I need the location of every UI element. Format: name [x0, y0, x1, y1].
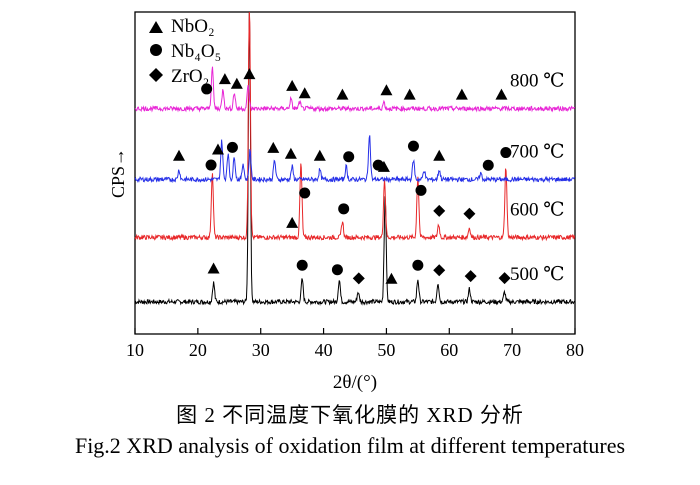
- legend-label-nb4o5: Nb₄O₅: [171, 41, 221, 62]
- zro2-peak-marker: [433, 204, 446, 217]
- nbo2-peak-marker: [336, 88, 349, 100]
- nbo2-peak-marker: [284, 147, 297, 159]
- nbo2-peak-marker: [207, 262, 220, 274]
- zro2-peak-marker: [463, 207, 476, 220]
- nbo2-peak-marker: [495, 88, 508, 100]
- nbo2-peak-marker: [385, 272, 398, 284]
- xrd-series-line: [134, 135, 576, 184]
- nbo2-peak-marker: [243, 68, 256, 80]
- series-label: 500 ℃: [510, 264, 565, 285]
- zro2-peak-marker: [498, 272, 511, 285]
- nbo2-peak-marker: [230, 77, 243, 89]
- xrd-series-line: [134, 66, 576, 113]
- xrd-chart: 10 20 30 40 50 60 70 80 500 ℃ 600 ℃ 700 ℃ 800 ℃ Nb…: [108, 11, 584, 393]
- nb4o5-peak-marker: [201, 83, 213, 95]
- figure-caption-chinese: 图 2 不同温度下氧化膜的 XRD 分析: [176, 403, 524, 427]
- nbo2-peak-marker: [313, 149, 326, 161]
- nbo2-peak-marker: [173, 149, 185, 161]
- nbo2-peak-marker: [298, 87, 311, 99]
- nbo2-peak-marker: [380, 84, 393, 96]
- nbo2-peak-marker: [218, 73, 231, 85]
- zro2-peak-marker: [433, 264, 446, 277]
- legend-label-zro2: ZrO₂: [171, 66, 209, 87]
- xrd-series-line: [134, 11, 576, 242]
- nbo2-peak-marker: [286, 216, 299, 228]
- y-axis-label: CPS→: [108, 148, 128, 198]
- nb4o5-peak-marker: [343, 151, 355, 163]
- legend-diamond-symbol: [149, 68, 163, 82]
- series-label: 800 ℃: [510, 71, 565, 92]
- nbo2-peak-marker: [403, 88, 416, 100]
- nb4o5-peak-marker: [296, 259, 308, 271]
- phase-markers: [173, 68, 512, 285]
- x-tick-label: 30: [252, 340, 270, 360]
- x-axis-label: 2θ/(°): [333, 372, 377, 393]
- x-tick-label: 60: [440, 340, 458, 360]
- legend-label-nbo2: NbO₂: [171, 16, 215, 37]
- nb4o5-peak-marker: [407, 140, 419, 152]
- nbo2-peak-marker: [267, 141, 280, 153]
- nb4o5-peak-marker: [415, 184, 427, 196]
- x-axis-ticks: 10 20 30 40 50 60 70 80: [126, 328, 584, 360]
- nb4o5-peak-marker: [338, 203, 350, 215]
- series-label: 700 ℃: [510, 141, 565, 162]
- nb4o5-peak-marker: [299, 187, 311, 199]
- x-tick-label: 20: [189, 340, 207, 360]
- figure-caption-english: Fig.2 XRD analysis of oxidation film at …: [74, 433, 626, 458]
- x-tick-label: 40: [315, 340, 333, 360]
- x-tick-label: 10: [126, 340, 144, 360]
- legend-triangle-symbol: [149, 21, 163, 33]
- x-tick-label: 50: [377, 340, 395, 360]
- nb4o5-peak-marker: [412, 259, 424, 271]
- nbo2-peak-marker: [455, 88, 468, 100]
- nb4o5-peak-marker: [482, 159, 494, 171]
- plot-frame: [134, 11, 576, 335]
- nb4o5-peak-marker: [331, 264, 343, 276]
- legend-circle-symbol: [150, 44, 162, 56]
- nbo2-peak-marker: [211, 143, 224, 155]
- xrd-curves: [134, 11, 576, 306]
- zro2-peak-marker: [352, 272, 365, 285]
- xrd-series-line: [134, 11, 575, 306]
- nbo2-peak-marker: [433, 149, 446, 161]
- x-tick-label: 70: [503, 340, 521, 360]
- zro2-peak-marker: [464, 270, 477, 283]
- x-tick-label: 80: [566, 340, 584, 360]
- series-labels: 500 ℃ 600 ℃ 700 ℃ 800 ℃: [510, 71, 565, 285]
- nb4o5-peak-marker: [205, 159, 217, 171]
- legend: NbO₂ Nb₄O₅ ZrO₂: [149, 16, 221, 87]
- nb4o5-peak-marker: [226, 141, 238, 153]
- nb4o5-peak-marker: [372, 159, 384, 171]
- series-label: 600 ℃: [510, 199, 565, 220]
- nbo2-peak-marker: [286, 79, 299, 91]
- nb4o5-peak-marker: [500, 147, 512, 159]
